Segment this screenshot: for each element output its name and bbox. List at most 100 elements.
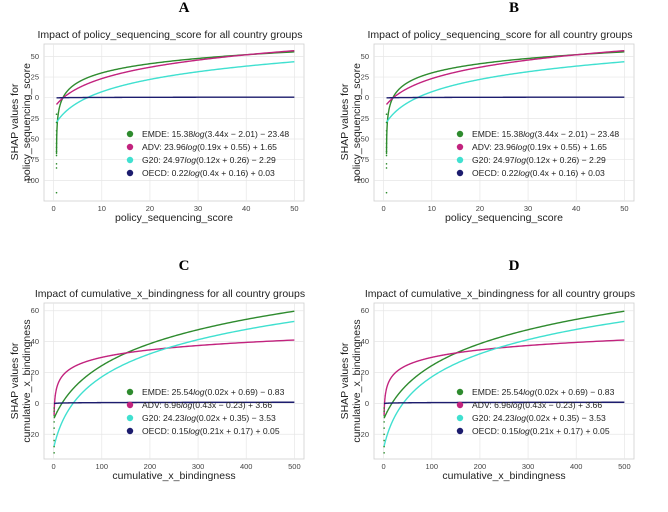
chart-panel-a: -100 -75 -50 -25 0 25 50 0 10 20 30 40 50 Impact of p… (9, 29, 305, 224)
x-tick-label: 100 (426, 462, 439, 471)
x-tick-label: 500 (288, 462, 301, 471)
y-tick-label: 0 (365, 399, 369, 408)
legend-marker-adv (126, 143, 134, 151)
y-tick-label: 25 (361, 73, 369, 82)
x-axis-label: cumulative_x_bindingness (112, 470, 235, 482)
y-axis-label: SHAP values forpolicy_sequencing_score (9, 63, 33, 181)
data-point (55, 150, 58, 153)
x-tick-label: 40 (242, 204, 250, 213)
y-tick-label: 40 (31, 337, 39, 346)
x-tick-label: 300 (192, 462, 205, 471)
legend-label-adv: ADV: 6.96log(0.43x − 0.23) + 3.66 (142, 400, 272, 410)
x-tick-label: 400 (570, 462, 583, 471)
data-point (383, 414, 385, 417)
series-line-oecd (56, 96, 295, 99)
plot-area (373, 43, 635, 202)
series-line-adv (55, 49, 295, 105)
legend-marker-emde (126, 130, 134, 138)
y-tick-label: -20 (358, 430, 369, 439)
x-axis-label: policy_sequencing_score (115, 212, 233, 224)
x-axis-label: policy_sequencing_score (445, 212, 563, 224)
legend-label-oecd: OECD: 0.15log(0.21x + 0.17) + 0.05 (142, 426, 280, 436)
series-line-oecd (383, 401, 625, 405)
y-tick-label: 0 (365, 93, 369, 102)
legend-marker-adv (456, 401, 464, 409)
data-point (53, 414, 55, 417)
y-tick-label: 50 (361, 52, 369, 61)
data-point (383, 433, 385, 436)
data-point (53, 407, 55, 409)
data-point (55, 154, 58, 157)
legend-label-g20: G20: 24.23log(0.02x + 0.35) − 3.53 (472, 413, 606, 423)
y-tick-label: -75 (28, 155, 39, 164)
series-line-adv (383, 339, 625, 416)
y-tick-label: 60 (361, 306, 369, 315)
series-line-emde (383, 310, 625, 419)
data-point (53, 427, 55, 429)
data-point (53, 445, 55, 448)
chart-title: Impact of policy_sequencing_score for al… (368, 29, 633, 41)
data-point (53, 452, 55, 454)
x-tick-label: 0 (52, 462, 56, 471)
legend-marker-emde (456, 388, 464, 396)
x-tick-label: 30 (524, 204, 532, 213)
legend-label-g20: G20: 24.97log(0.12x + 0.26) − 2.29 (472, 155, 606, 165)
legend-marker-g20 (456, 414, 464, 422)
panel-letter-b: B (508, 0, 519, 16)
series-line-g20 (383, 320, 625, 447)
x-tick-label: 300 (522, 462, 535, 471)
data-point (53, 410, 55, 412)
data-point (55, 146, 58, 149)
x-tick-label: 20 (146, 204, 154, 213)
y-axis-label: SHAP values forcumulative_x_bindingness (9, 319, 33, 442)
x-tick-label: 10 (98, 204, 106, 213)
y-tick-label: 20 (31, 368, 39, 377)
series-line-oecd (386, 96, 625, 99)
data-point (385, 150, 388, 153)
legend-marker-adv (126, 401, 134, 409)
data-point (383, 452, 385, 454)
y-tick-label: 0 (35, 93, 39, 102)
legend-label-adv: ADV: 23.96log(0.19x + 0.55) + 1.65 (472, 142, 607, 152)
legend-label-g20: G20: 24.23log(0.02x + 0.35) − 3.53 (142, 413, 276, 423)
x-tick-label: 40 (572, 204, 580, 213)
data-point (385, 191, 388, 194)
y-tick-label: -100 (24, 176, 39, 185)
chart-panel-b: -100 -75 -50 -25 0 25 50 0 10 20 30 40 50 Impact of p… (339, 29, 635, 224)
legend-label-emde: EMDE: 15.38log(3.44x − 2.01) − 23.48 (472, 129, 619, 139)
panel-letter-c: C (178, 258, 190, 274)
panel-letter-a: A (178, 0, 190, 16)
data-point (383, 427, 385, 429)
x-tick-label: 10 (428, 204, 436, 213)
series-line-adv (385, 49, 625, 105)
x-tick-label: 200 (144, 462, 157, 471)
chart-panel-d: -20 0 20 40 60 0 100 200 300 400 500 Impact of cumu… (339, 288, 635, 482)
chart-title: Impact of cumulative_x_bindingness for a… (365, 288, 635, 300)
x-tick-label: 200 (474, 462, 487, 471)
data-point (385, 167, 388, 169)
legend-marker-emde (126, 388, 134, 396)
legend-marker-g20 (456, 156, 464, 164)
legend-label-oecd: OECD: 0.22log(0.4x + 0.16) + 0.03 (472, 168, 605, 178)
data-point (55, 142, 58, 144)
y-tick-label: 40 (361, 337, 369, 346)
legend-marker-g20 (126, 156, 134, 164)
plot-area (43, 43, 305, 202)
series-line-oecd (53, 401, 295, 405)
legend-label-oecd: OECD: 0.15log(0.21x + 0.17) + 0.05 (472, 426, 610, 436)
data-point (385, 154, 388, 157)
data-point (55, 163, 58, 165)
plot-area (43, 302, 305, 460)
data-point (383, 410, 385, 412)
series-line-emde (53, 310, 295, 419)
legend-marker-oecd (456, 169, 464, 177)
y-axis-label: SHAP values forcumulative_x_bindingness (339, 319, 363, 442)
legend-label-g20: G20: 24.97log(0.12x + 0.26) − 2.29 (142, 155, 276, 165)
x-tick-label: 20 (476, 204, 484, 213)
legend-marker-g20 (126, 414, 134, 422)
legend-marker-oecd (126, 427, 134, 435)
y-tick-label: 0 (35, 399, 39, 408)
legend-label-emde: EMDE: 25.54log(0.02x + 0.69) − 0.83 (472, 387, 615, 397)
data-point (383, 407, 385, 409)
data-point (55, 167, 58, 169)
